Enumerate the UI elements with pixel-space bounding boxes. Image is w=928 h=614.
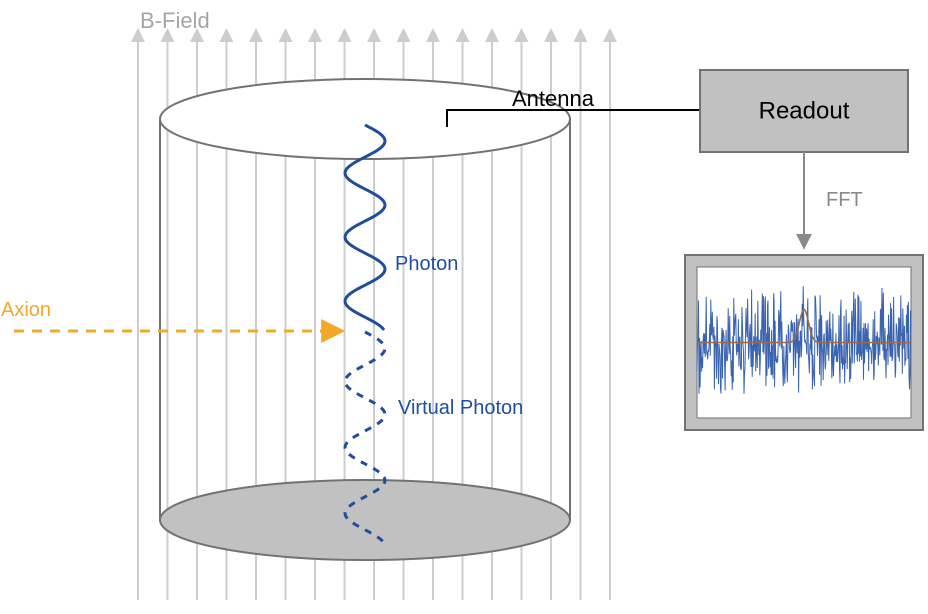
photon-label: Photon <box>395 253 458 275</box>
cavity-top-ellipse <box>160 79 570 159</box>
spectrum-panel <box>685 255 923 430</box>
axion-label: Axion <box>1 299 51 321</box>
b-field-label: B-Field <box>140 8 210 33</box>
cavity-cylinder <box>160 79 570 560</box>
fft-label: FFT <box>826 189 863 211</box>
antenna-label: Antenna <box>512 86 595 111</box>
virtual-photon-label: Virtual Photon <box>398 397 523 419</box>
readout-label: Readout <box>759 98 850 125</box>
cavity-bottom-ellipse <box>160 480 570 560</box>
